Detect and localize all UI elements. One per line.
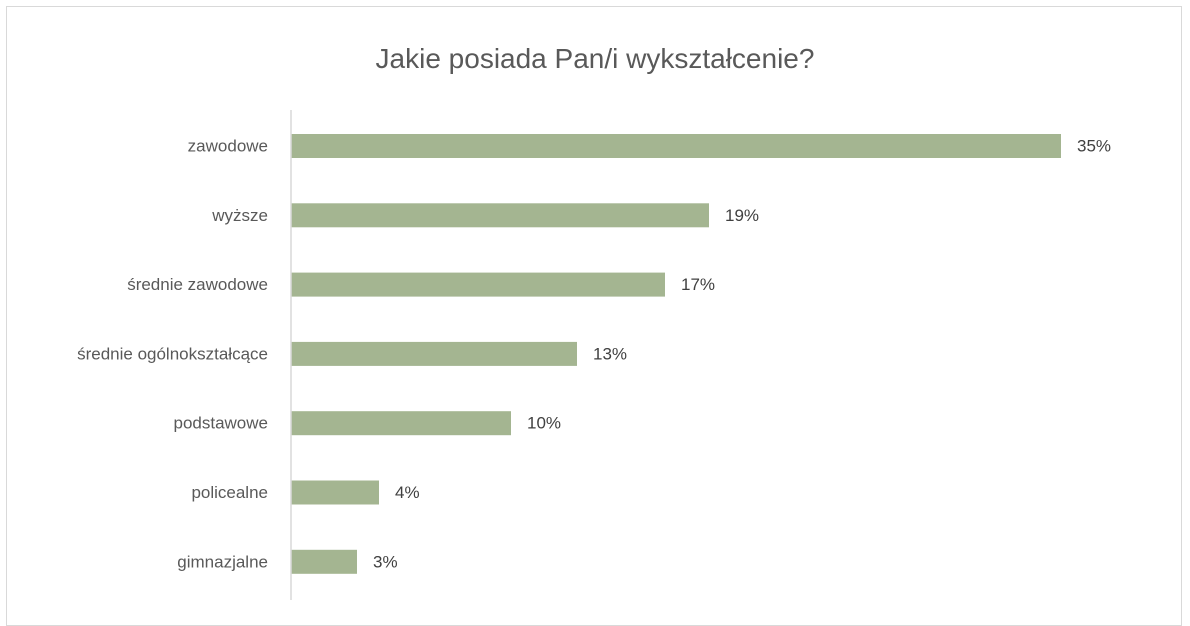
value-label-zawodowe: 35% <box>1077 137 1111 156</box>
bar-wyzsze <box>291 203 709 228</box>
bar-zawodowe <box>291 134 1061 158</box>
category-label-podstawowe: podstawowe <box>173 414 268 433</box>
value-label-policealne: 4% <box>395 483 420 502</box>
bars-layer <box>291 134 1061 574</box>
bar-policealne <box>291 480 379 505</box>
bar-srednie-ogolnoksztalcace <box>291 341 577 366</box>
chart-frame <box>6 6 1182 626</box>
bar-podstawowe <box>291 411 511 436</box>
bar-srednie-zawodowe <box>291 272 665 297</box>
category-label-policealne: policealne <box>191 483 268 502</box>
bar-gimnazjalne <box>291 549 357 574</box>
category-label-srednie-ogolnoksztalcace: średnie ogólnokształcące <box>77 344 268 363</box>
category-label-zawodowe: zawodowe <box>188 137 268 156</box>
value-label-wyzsze: 19% <box>725 206 759 225</box>
category-label-srednie-zawodowe: średnie zawodowe <box>127 275 268 294</box>
value-label-srednie-ogolnoksztalcace: 13% <box>593 344 627 363</box>
value-label-gimnazjalne: 3% <box>373 552 398 571</box>
chart-title: Jakie posiada Pan/i wykształcenie? <box>375 43 815 74</box>
value-label-srednie-zawodowe: 17% <box>681 275 715 294</box>
category-label-gimnazjalne: gimnazjalne <box>177 552 268 571</box>
value-label-podstawowe: 10% <box>527 414 561 433</box>
category-label-wyzsze: wyższe <box>211 206 268 225</box>
labels-layer: zawodowe 35% wyższe 19% średnie zawodowe 17% ś… <box>77 137 1111 572</box>
